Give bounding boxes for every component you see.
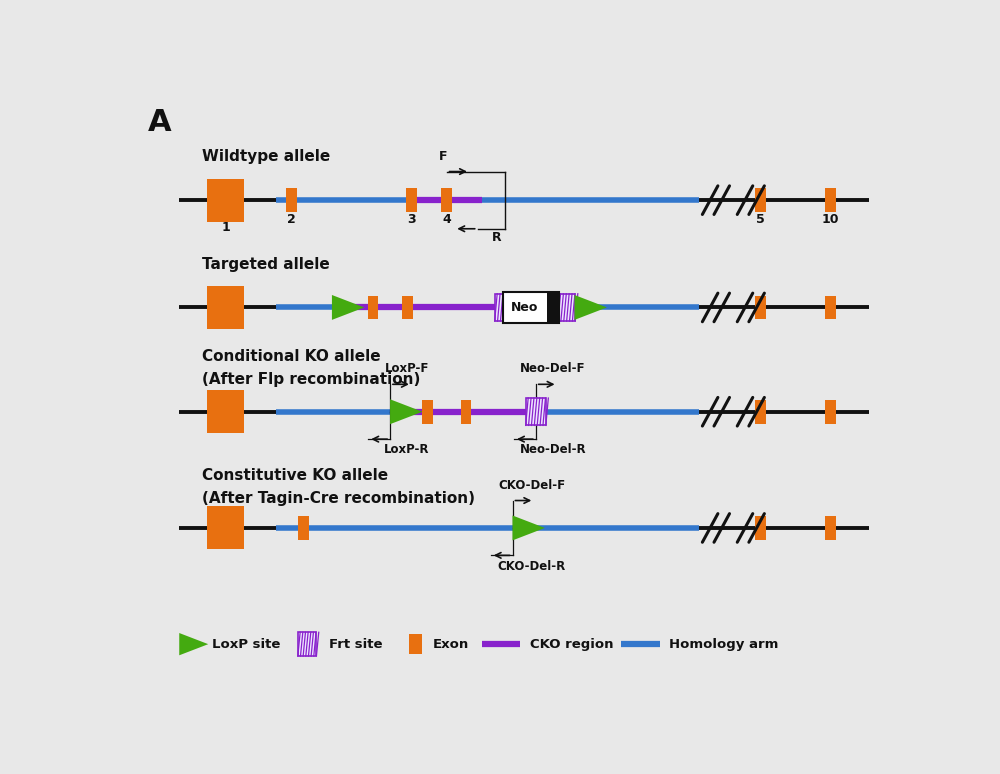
Text: LoxP-F: LoxP-F <box>385 362 429 375</box>
Text: Constitutive KO allele: Constitutive KO allele <box>202 468 389 483</box>
Bar <box>755 400 766 423</box>
Polygon shape <box>512 515 545 540</box>
Bar <box>526 398 546 426</box>
Text: CKO region: CKO region <box>530 638 613 651</box>
Bar <box>422 400 433 423</box>
Text: CKO-Del-R: CKO-Del-R <box>498 560 566 573</box>
Bar <box>207 506 244 550</box>
Bar <box>825 296 836 320</box>
Bar <box>207 390 244 433</box>
Bar <box>825 188 836 212</box>
Text: Neo-Del-F: Neo-Del-F <box>520 362 586 375</box>
Bar <box>825 400 836 423</box>
Text: Targeted allele: Targeted allele <box>202 257 330 272</box>
Polygon shape <box>390 399 422 424</box>
Bar <box>368 296 378 320</box>
Bar <box>286 188 297 212</box>
Bar <box>409 634 422 654</box>
Bar <box>495 293 515 321</box>
Bar <box>298 632 316 656</box>
Text: LoxP site: LoxP site <box>212 638 280 651</box>
Text: Conditional KO allele: Conditional KO allele <box>202 349 381 364</box>
Text: A: A <box>148 108 172 137</box>
Bar <box>503 292 559 323</box>
Text: 1: 1 <box>221 221 230 235</box>
Text: 4: 4 <box>442 213 451 226</box>
Bar <box>461 400 471 423</box>
Polygon shape <box>179 633 208 656</box>
Text: Neo: Neo <box>511 301 539 314</box>
Bar <box>755 296 766 320</box>
Bar <box>755 188 766 212</box>
Bar <box>547 292 559 323</box>
Polygon shape <box>332 295 364 320</box>
Text: 2: 2 <box>287 213 296 226</box>
Text: Exon: Exon <box>433 638 469 651</box>
Bar <box>441 188 452 212</box>
Bar <box>755 516 766 540</box>
Bar <box>825 516 836 540</box>
Text: (After Tagin-Cre recombination): (After Tagin-Cre recombination) <box>202 491 476 506</box>
Text: Wildtype allele: Wildtype allele <box>202 149 331 164</box>
Bar <box>406 188 417 212</box>
Text: Neo-Del-R: Neo-Del-R <box>519 444 586 457</box>
Text: 3: 3 <box>407 213 416 226</box>
Text: R: R <box>492 231 502 244</box>
Text: (After Flp recombination): (After Flp recombination) <box>202 372 421 387</box>
Bar <box>555 293 575 321</box>
Bar <box>298 516 309 540</box>
Bar <box>207 179 244 221</box>
Text: Frt site: Frt site <box>329 638 382 651</box>
Polygon shape <box>574 295 607 320</box>
Bar <box>207 286 244 329</box>
Bar <box>402 296 413 320</box>
Text: 10: 10 <box>822 213 839 226</box>
Text: CKO-Del-F: CKO-Del-F <box>498 478 565 491</box>
Text: 5: 5 <box>756 213 765 226</box>
Text: F: F <box>438 149 447 163</box>
Text: Homology arm: Homology arm <box>669 638 778 651</box>
Text: LoxP-R: LoxP-R <box>384 444 430 457</box>
